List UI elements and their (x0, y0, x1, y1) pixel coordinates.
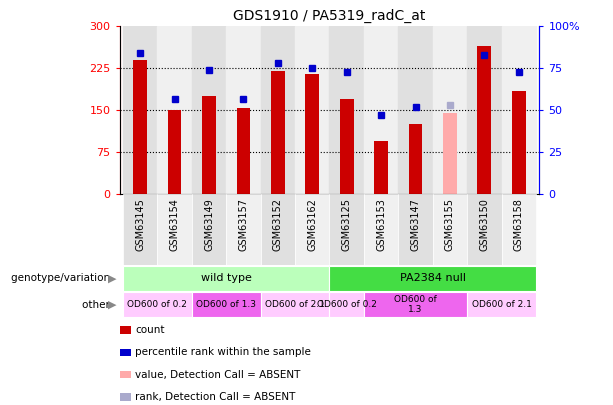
Bar (295, 26, 330, 194)
Text: GSM63162: GSM63162 (307, 198, 318, 251)
Bar (271, 71, 285, 194)
Bar (133, 60, 147, 194)
Bar (467, 292, 536, 318)
Text: GSM63150: GSM63150 (479, 198, 489, 251)
Bar (123, 292, 192, 318)
Text: GSM63153: GSM63153 (376, 198, 386, 251)
Bar (467, 194, 501, 265)
Bar (226, 26, 261, 194)
Text: GSM63145: GSM63145 (135, 198, 145, 251)
Bar (226, 194, 261, 265)
Bar (433, 26, 467, 194)
Text: OD600 of
1.3: OD600 of 1.3 (394, 295, 437, 314)
Text: GSM63154: GSM63154 (170, 198, 180, 251)
Text: ▶: ▶ (108, 273, 116, 283)
Bar (364, 194, 398, 265)
Bar (501, 26, 536, 194)
Bar (237, 108, 250, 194)
Bar (168, 110, 181, 194)
Bar (364, 26, 398, 194)
Bar (330, 266, 536, 291)
Text: PA2384 null: PA2384 null (400, 273, 466, 283)
Text: GSM63157: GSM63157 (238, 198, 248, 251)
Text: OD600 of 0.2: OD600 of 0.2 (317, 300, 376, 309)
Bar (192, 292, 261, 318)
Bar (305, 74, 319, 194)
Text: percentile rank within the sample: percentile rank within the sample (135, 347, 311, 357)
Bar (340, 99, 354, 194)
Bar (478, 46, 491, 194)
Bar (123, 266, 330, 291)
Text: GSM63149: GSM63149 (204, 198, 214, 251)
Bar (330, 26, 364, 194)
Text: OD600 of 0.2: OD600 of 0.2 (128, 300, 188, 309)
Text: other: other (82, 300, 113, 310)
Bar (467, 26, 501, 194)
Text: GSM63158: GSM63158 (514, 198, 524, 251)
Bar (158, 194, 192, 265)
Bar (202, 96, 216, 194)
Text: OD600 of 2.1: OD600 of 2.1 (265, 300, 325, 309)
Text: GSM63155: GSM63155 (445, 198, 455, 251)
Bar (295, 194, 330, 265)
Text: rank, Detection Call = ABSENT: rank, Detection Call = ABSENT (135, 392, 296, 402)
Bar (409, 124, 422, 194)
Text: OD600 of 1.3: OD600 of 1.3 (196, 300, 256, 309)
Bar (443, 113, 457, 194)
Bar (433, 194, 467, 265)
Title: GDS1910 / PA5319_radC_at: GDS1910 / PA5319_radC_at (234, 9, 425, 23)
Bar (261, 194, 295, 265)
Text: wild type: wild type (201, 273, 252, 283)
Bar (123, 194, 158, 265)
Bar (123, 26, 158, 194)
Bar (398, 26, 433, 194)
Bar (158, 26, 192, 194)
Text: genotype/variation: genotype/variation (11, 273, 113, 283)
Text: GSM63152: GSM63152 (273, 198, 283, 251)
Bar (192, 194, 226, 265)
Text: GSM63125: GSM63125 (341, 198, 352, 251)
Bar (261, 292, 330, 318)
Bar (261, 26, 295, 194)
Bar (501, 194, 536, 265)
Bar (398, 194, 433, 265)
Text: count: count (135, 325, 165, 335)
Text: value, Detection Call = ABSENT: value, Detection Call = ABSENT (135, 370, 301, 379)
Bar (330, 194, 364, 265)
Bar (192, 26, 226, 194)
Text: ▶: ▶ (108, 300, 116, 310)
Bar (374, 141, 388, 194)
Bar (330, 292, 364, 318)
Bar (364, 292, 467, 318)
Text: OD600 of 2.1: OD600 of 2.1 (471, 300, 531, 309)
Bar (512, 91, 526, 194)
Text: GSM63147: GSM63147 (411, 198, 421, 251)
